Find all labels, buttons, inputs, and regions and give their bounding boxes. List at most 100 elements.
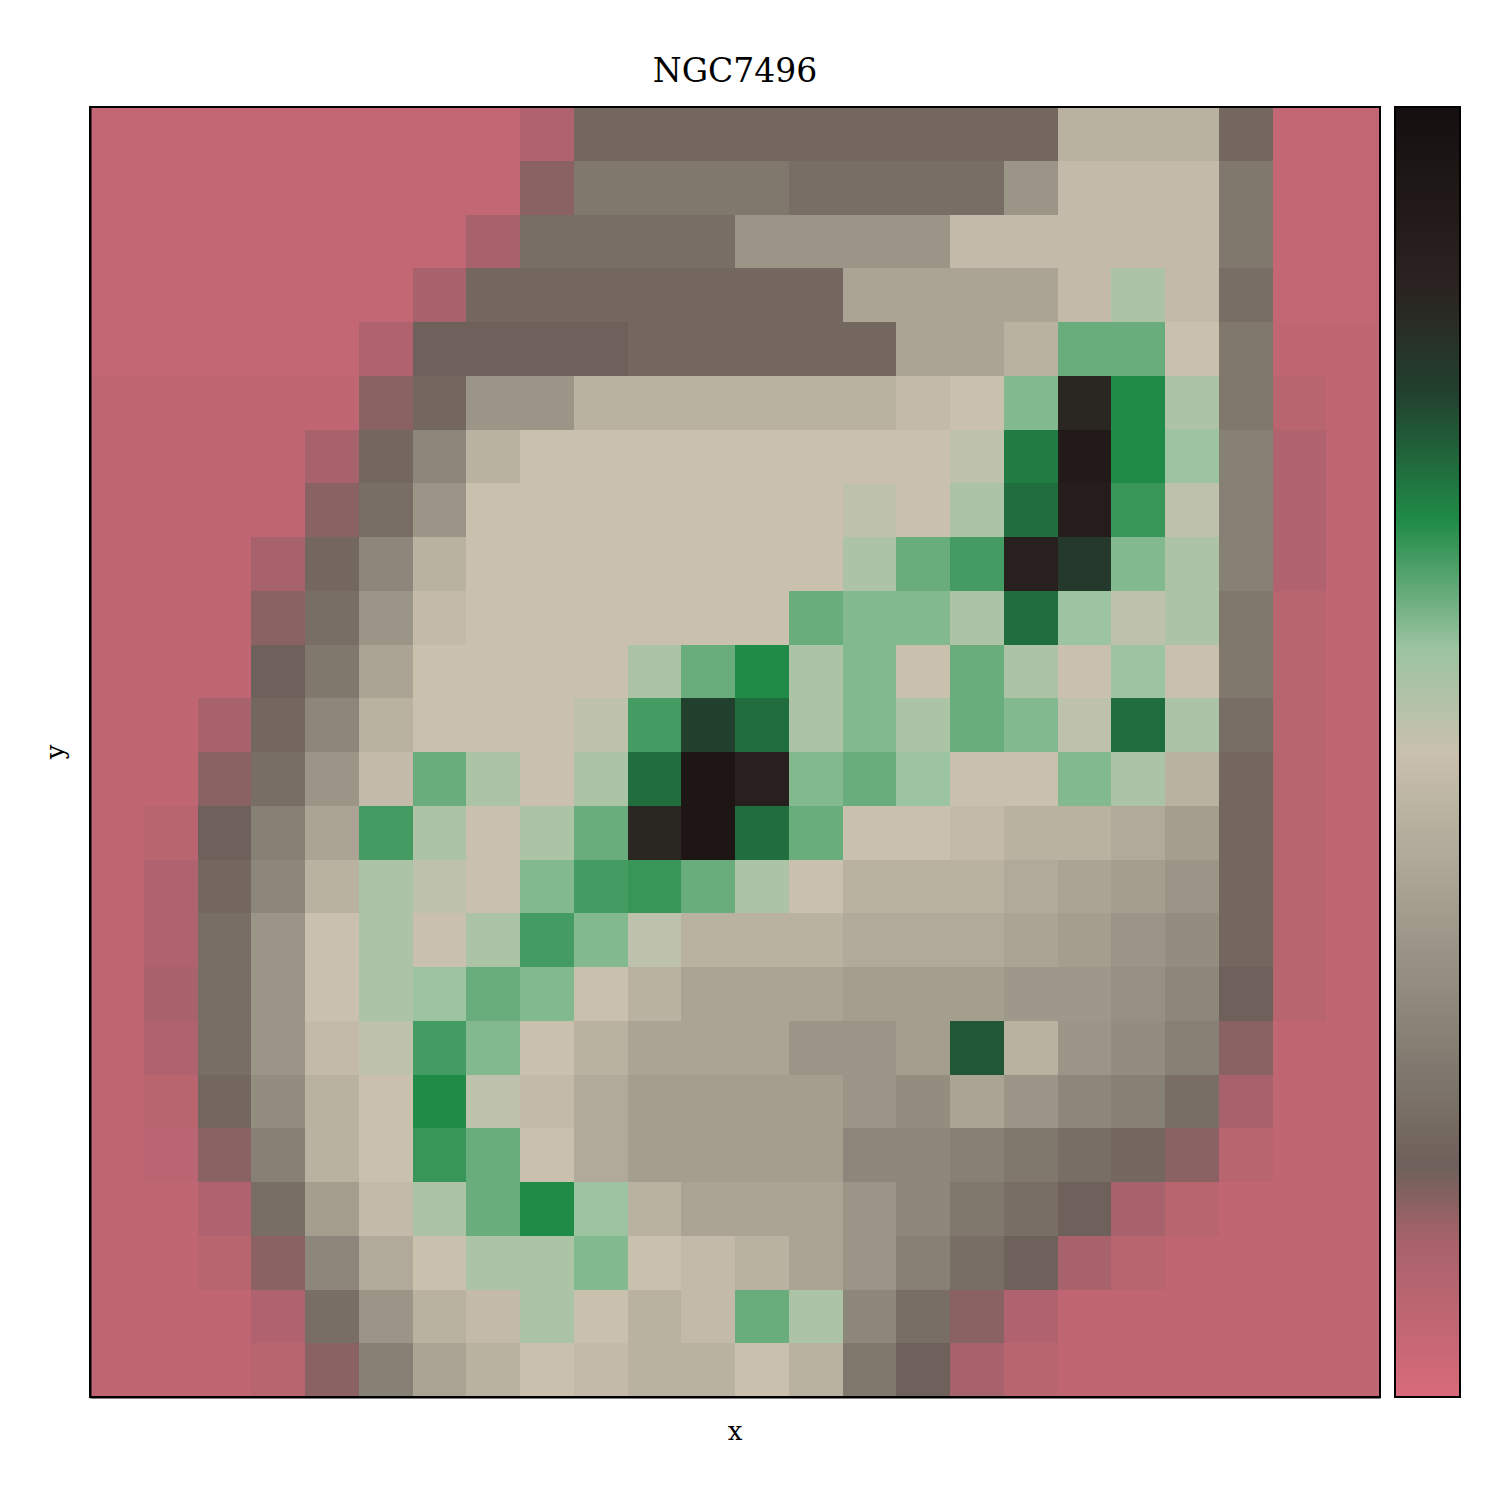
heatmap-cell bbox=[1326, 1236, 1380, 1290]
heatmap-cell bbox=[305, 1182, 359, 1236]
heatmap-cell bbox=[198, 1128, 252, 1182]
heatmap-cell bbox=[198, 430, 252, 484]
heatmap-cell bbox=[413, 430, 467, 484]
axis-line bbox=[91, 1397, 1381, 1399]
heatmap-cell bbox=[1219, 645, 1273, 699]
heatmap-cell bbox=[681, 161, 735, 215]
heatmap-cell bbox=[520, 645, 574, 699]
heatmap-cell bbox=[1273, 1182, 1327, 1236]
heatmap-cell bbox=[520, 1236, 574, 1290]
heatmap-cell bbox=[90, 591, 144, 645]
heatmap-cell bbox=[251, 752, 305, 806]
heatmap-cell bbox=[789, 215, 843, 269]
heatmap-cell bbox=[1004, 1182, 1058, 1236]
heatmap-cell bbox=[1273, 268, 1327, 322]
x-axis-title: x bbox=[728, 1416, 743, 1446]
heatmap-cell bbox=[1273, 1343, 1327, 1397]
heatmap-cell bbox=[305, 913, 359, 967]
heatmap-cell bbox=[413, 1075, 467, 1129]
heatmap-cell bbox=[359, 591, 413, 645]
heatmap-cell bbox=[1058, 376, 1112, 430]
heatmap-cell bbox=[1058, 215, 1112, 269]
heatmap-cell bbox=[1326, 1021, 1380, 1075]
heatmap-cell bbox=[789, 645, 843, 699]
heatmap-cell bbox=[843, 268, 897, 322]
heatmap-cell bbox=[789, 107, 843, 161]
heatmap-cell bbox=[1273, 322, 1327, 376]
heatmap-cell bbox=[305, 268, 359, 322]
heatmap-cell bbox=[198, 1182, 252, 1236]
heatmap-cell bbox=[681, 215, 735, 269]
heatmap-cell bbox=[735, 161, 789, 215]
heatmap-cell bbox=[1326, 1182, 1380, 1236]
y-axis-title: y bbox=[40, 744, 70, 760]
heatmap-cell bbox=[628, 752, 682, 806]
heatmap-cell bbox=[198, 1343, 252, 1397]
heatmap-cell bbox=[198, 913, 252, 967]
heatmap-cell bbox=[251, 430, 305, 484]
heatmap-cell bbox=[251, 1021, 305, 1075]
heatmap-cell bbox=[735, 1021, 789, 1075]
heatmap-cell bbox=[251, 1075, 305, 1129]
heatmap-cell bbox=[520, 161, 574, 215]
heatmap-cell bbox=[1111, 537, 1165, 591]
heatmap-cell bbox=[198, 1236, 252, 1290]
heatmap-cell bbox=[1165, 967, 1219, 1021]
heatmap-cell bbox=[1273, 752, 1327, 806]
heatmap-cell bbox=[305, 645, 359, 699]
heatmap-cell bbox=[1326, 215, 1380, 269]
heatmap-cell bbox=[574, 161, 628, 215]
heatmap-cell bbox=[1004, 752, 1058, 806]
heatmap-cell bbox=[1219, 913, 1273, 967]
heatmap-cell bbox=[90, 322, 144, 376]
heatmap-cell bbox=[90, 483, 144, 537]
heatmap-cell bbox=[413, 591, 467, 645]
heatmap-cell bbox=[950, 1290, 1004, 1344]
heatmap-cell bbox=[251, 806, 305, 860]
heatmap-cell bbox=[789, 483, 843, 537]
heatmap-cell bbox=[1004, 537, 1058, 591]
heatmap-cell bbox=[359, 645, 413, 699]
heatmap-cell bbox=[1111, 860, 1165, 914]
heatmap-cell bbox=[520, 860, 574, 914]
heatmap-cell bbox=[1058, 322, 1112, 376]
heatmap-cell bbox=[520, 430, 574, 484]
colorbar bbox=[1395, 107, 1460, 1397]
heatmap-cell bbox=[681, 645, 735, 699]
heatmap-cell bbox=[1219, 322, 1273, 376]
heatmap-cell bbox=[1273, 376, 1327, 430]
heatmap-cell bbox=[413, 913, 467, 967]
heatmap-cell bbox=[681, 322, 735, 376]
heatmap-cell bbox=[1219, 806, 1273, 860]
heatmap-cell bbox=[681, 967, 735, 1021]
heatmap-cell bbox=[1111, 913, 1165, 967]
heatmap-cell bbox=[950, 322, 1004, 376]
heatmap-cell bbox=[520, 752, 574, 806]
heatmap-cell bbox=[251, 1343, 305, 1397]
heatmap-cell bbox=[198, 967, 252, 1021]
heatmap-cell bbox=[1219, 1290, 1273, 1344]
heatmap-cell bbox=[466, 698, 520, 752]
heatmap-cell bbox=[843, 1343, 897, 1397]
heatmap-cell bbox=[1219, 107, 1273, 161]
heatmap-cell bbox=[1273, 591, 1327, 645]
heatmap-cell bbox=[305, 215, 359, 269]
heatmap-cell bbox=[789, 1290, 843, 1344]
heatmap-cell bbox=[413, 322, 467, 376]
heatmap-cell bbox=[1326, 645, 1380, 699]
heatmap-cell bbox=[1273, 1128, 1327, 1182]
heatmap-cell bbox=[574, 1236, 628, 1290]
heatmap-cell bbox=[628, 1236, 682, 1290]
heatmap-cell bbox=[90, 430, 144, 484]
heatmap-cell bbox=[628, 645, 682, 699]
heatmap-cell bbox=[950, 1182, 1004, 1236]
heatmap-cell bbox=[1058, 860, 1112, 914]
heatmap-cell bbox=[843, 698, 897, 752]
heatmap-cell bbox=[1326, 591, 1380, 645]
heatmap-cell bbox=[950, 376, 1004, 430]
heatmap-cell bbox=[1111, 1343, 1165, 1397]
heatmap-cell bbox=[681, 268, 735, 322]
heatmap-cell bbox=[735, 967, 789, 1021]
heatmap-cell bbox=[896, 1075, 950, 1129]
heatmap-cell bbox=[198, 1021, 252, 1075]
